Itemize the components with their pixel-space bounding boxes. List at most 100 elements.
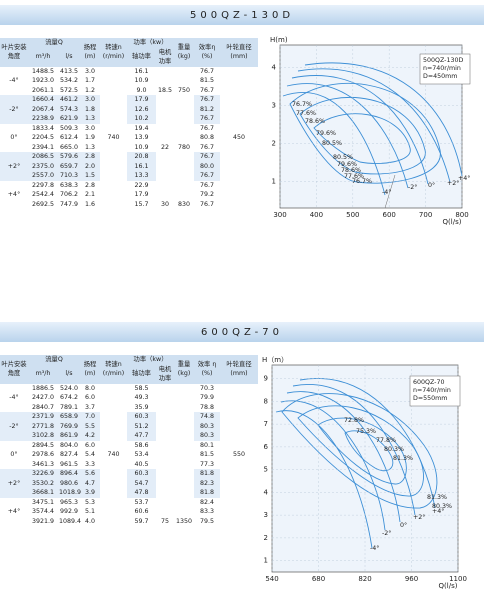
value: 47.8 xyxy=(134,489,149,496)
header-cell: 功率（kw） xyxy=(127,38,175,48)
x-tick-label: 540 xyxy=(265,575,278,583)
value: 76.7 xyxy=(200,200,215,208)
value: 706.2 xyxy=(59,191,79,198)
value: 82.4 xyxy=(200,498,215,506)
value: 961.5 xyxy=(59,460,79,468)
data-row: +4° 2297.8 2542.4 2692.5 638.3 706.2 747.9 2.8 2… xyxy=(0,181,258,210)
value: 2371.9 xyxy=(31,413,55,420)
value: 413.5 xyxy=(59,67,79,75)
data-cell: 638.3 706.2 747.9 xyxy=(58,181,80,210)
value: 12.6 xyxy=(134,105,149,113)
value: 524.0 xyxy=(59,384,79,392)
header-cell: 重量 (kg) xyxy=(174,355,195,384)
header-cell: m³/h xyxy=(28,364,58,384)
value: 612.4 xyxy=(59,134,79,141)
data-cell: 20.8 16.1 13.3 xyxy=(127,152,156,181)
value: 54.7 xyxy=(134,479,149,487)
value: 574.3 xyxy=(59,105,79,113)
efficiency-label: 77.8% xyxy=(376,437,396,444)
value: 992.9 xyxy=(59,508,79,515)
header-cell: 流量Q xyxy=(28,355,80,365)
value: 81.8 xyxy=(200,489,215,496)
angle-cell: -4° xyxy=(9,394,19,401)
value: 79.9 xyxy=(200,394,215,401)
data-cell: 461.2 574.3 621.9 xyxy=(58,95,80,124)
value: 658.9 xyxy=(59,413,79,420)
efficiency-label: 78.6% xyxy=(305,118,325,125)
angle-cell: 0° xyxy=(10,451,18,458)
angle-label: +4° xyxy=(458,174,470,182)
value: 60.3 xyxy=(134,470,149,477)
weight-cell: 750 xyxy=(174,66,195,95)
x-tick-label: 300 xyxy=(273,211,286,219)
section-title: 500QZ-130D xyxy=(190,10,294,21)
value: 896.4 xyxy=(59,470,79,477)
value: 638.3 xyxy=(59,181,79,189)
header-bar xyxy=(0,5,484,25)
value: 2840.7 xyxy=(31,403,55,411)
value: 5.3 xyxy=(84,498,95,506)
y-tick-label: 2 xyxy=(264,534,268,542)
data-cell: 5.6 4.7 3.9 xyxy=(80,469,100,498)
efficiency-label: 77.6% xyxy=(296,110,316,117)
value: 2394.1 xyxy=(31,143,55,151)
y-axis-label: H（m） xyxy=(262,356,288,364)
value: 53.7 xyxy=(134,498,149,506)
value: 51.2 xyxy=(134,422,149,430)
value: 509.3 xyxy=(59,124,79,132)
value: 20.8 xyxy=(134,153,149,160)
data-cell: 2086.5 2375.0 2557.0 xyxy=(28,152,58,181)
data-row: -4° 1886.5 2427.0 2840.7 524.0 674.2 789.1 8.0 6… xyxy=(0,383,259,526)
data-cell: 53.7 60.6 59.7 xyxy=(127,498,156,527)
note: 600QZ-70 xyxy=(413,379,444,386)
value: 8.0 xyxy=(84,384,95,392)
note: 500QZ-130D xyxy=(423,57,463,64)
value: 81.2 xyxy=(200,105,215,113)
value: 965.3 xyxy=(59,498,79,506)
value: 3226.9 xyxy=(31,470,55,477)
value: 6.0 xyxy=(84,441,95,449)
value: 76.7 xyxy=(200,67,215,75)
data-cell: 81.8 82.3 81.8 xyxy=(194,469,221,498)
x-tick-label: 400 xyxy=(310,211,323,219)
x-axis-label: Q(l/s) xyxy=(443,218,462,226)
value: 77.3 xyxy=(200,460,215,468)
value: 1.5 xyxy=(84,172,95,179)
angle-cell: +4° xyxy=(7,508,21,515)
header-cell: 轴功率 xyxy=(127,364,156,384)
y-tick-label: 2 xyxy=(272,140,276,148)
value: 3574.4 xyxy=(31,508,55,515)
value: 80.1 xyxy=(200,441,215,449)
curves xyxy=(275,62,463,549)
x-tick-label: 500 xyxy=(346,211,359,219)
y-tick-label: 3 xyxy=(264,511,268,519)
data-cell: 58.5 49.3 35.9 xyxy=(127,384,156,413)
weight-cell: 780 xyxy=(174,95,195,152)
motor-cell: 22 xyxy=(156,95,175,152)
data-cell: 3226.9 3530.2 3668.1 xyxy=(28,469,58,498)
data-cell: 76.7 80.0 76.7 xyxy=(194,152,221,181)
value: 53.4 xyxy=(134,451,149,458)
efficiency-label: 75.3% xyxy=(356,428,376,435)
angle-cell: +2° xyxy=(0,152,28,181)
note: D=550mm xyxy=(413,395,447,402)
data-cell: 896.4 980.6 1018.9 xyxy=(58,469,81,498)
value: 59.7 xyxy=(134,517,149,525)
value: 10.9 xyxy=(134,143,149,151)
angle-label: 0° xyxy=(400,521,407,529)
data-cell: 17.9 12.6 10.2 xyxy=(127,95,156,124)
value: 81.5 xyxy=(200,77,215,84)
value: 3.3 xyxy=(84,460,95,468)
header-cell: 功率（kw） xyxy=(127,355,175,365)
value: 35.9 xyxy=(134,403,149,411)
data-cell: 3.0 1.9 1.3 xyxy=(80,124,100,153)
value: 2061.1 xyxy=(31,86,55,94)
value: 579.6 xyxy=(59,153,79,160)
value: 2771.8 xyxy=(31,422,55,430)
header-cell: 重量 (kg) xyxy=(174,38,195,67)
angle-label: +4° xyxy=(432,507,444,515)
x-tick-label: 600 xyxy=(383,211,396,219)
value: 76.7 xyxy=(200,115,215,122)
